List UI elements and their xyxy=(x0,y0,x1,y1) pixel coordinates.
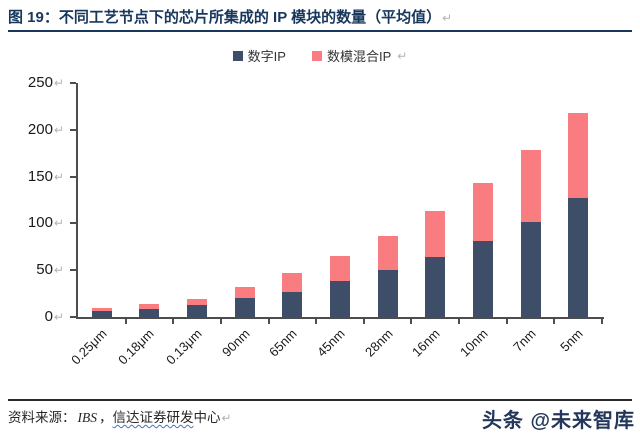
watermark-toutiao: 头条 @未来智库 xyxy=(481,410,635,432)
y-tick-label-100: 100↵ xyxy=(0,214,64,232)
legend-swatch-digital-ip xyxy=(232,50,243,61)
y-axis-line xyxy=(76,83,78,319)
bar-10nm-mixed xyxy=(472,183,493,242)
bar-28nm-mixed xyxy=(377,235,398,271)
source-note: 资料来源： IBS ，信达证券研发中心↵ xyxy=(8,406,232,426)
source-org-rest: 中心 xyxy=(193,410,221,425)
source-ibs: IBS xyxy=(77,410,98,425)
y-tick-0 xyxy=(70,316,76,318)
y-tick-value: 100 xyxy=(27,214,53,232)
footer-divider xyxy=(8,399,632,401)
bar-90nm-digital xyxy=(234,298,255,317)
x-tick-10 xyxy=(553,319,556,324)
legend-item-digital-ip: 数字IP xyxy=(232,46,286,65)
bar-0.25μm-digital xyxy=(91,311,112,317)
y-tick-value: 200 xyxy=(27,120,53,138)
bar-65nm-mixed xyxy=(282,273,303,292)
legend-label-digital-ip: 数字IP xyxy=(247,49,286,64)
y-tick-label-50: 50↵ xyxy=(0,261,64,279)
x-tick-11 xyxy=(601,319,603,324)
paragraph-mark-icon: ↵ xyxy=(397,48,408,63)
bar-0.13μm-mixed xyxy=(187,299,208,305)
bar-45nm-digital xyxy=(330,281,350,317)
y-tick-label-0: 0↵ xyxy=(0,308,64,326)
paragraph-mark-icon: ↵ xyxy=(53,169,64,184)
x-tick-1 xyxy=(124,319,127,324)
x-tick-5 xyxy=(315,319,318,324)
x-tick-7 xyxy=(410,319,413,324)
bar-28nm-digital xyxy=(377,270,398,317)
source-org-spellcheck: 信达证券研发 xyxy=(112,410,194,425)
bar-16nm-digital xyxy=(425,257,446,317)
bar-0.25μm-mixed xyxy=(91,307,112,312)
x-tick-8 xyxy=(458,319,461,324)
bar-7nm-digital xyxy=(520,221,541,317)
legend-item-mixed-signal-ip: 数模混合IP ↵ xyxy=(311,46,408,65)
source-separator: ， xyxy=(99,410,113,425)
y-tick-250 xyxy=(70,82,76,84)
bar-7nm-mixed xyxy=(520,150,541,222)
bar-0.18μm-mixed xyxy=(139,303,160,309)
bar-90nm-mixed xyxy=(234,287,255,299)
y-tick-50 xyxy=(70,269,76,272)
bar-5nm-digital xyxy=(568,198,589,317)
paragraph-mark-icon: ↵ xyxy=(53,122,64,137)
y-tick-label-200: 200↵ xyxy=(0,121,64,139)
chart-legend: 数字IP 数模混合IP ↵ xyxy=(0,46,640,65)
source-label: 资料来源： xyxy=(8,410,76,425)
x-tick-9 xyxy=(505,319,508,324)
x-axis-line xyxy=(76,317,604,319)
paragraph-mark-icon: ↵ xyxy=(53,263,64,278)
y-tick-value: 150 xyxy=(27,167,53,185)
y-tick-200 xyxy=(70,128,76,131)
y-tick-value: 0 xyxy=(44,308,53,325)
y-tick-value: 250 xyxy=(27,74,53,91)
paragraph-mark-icon: ↵ xyxy=(442,11,453,25)
bar-0.18μm-digital xyxy=(139,308,160,317)
paragraph-mark-icon: ↵ xyxy=(53,310,64,324)
x-tick-4 xyxy=(267,319,270,324)
y-tick-100 xyxy=(70,222,76,225)
bar-10nm-digital xyxy=(472,241,493,317)
paragraph-mark-icon: ↵ xyxy=(53,216,64,231)
paragraph-mark-icon: ↵ xyxy=(53,76,64,90)
figure-title: 图 19：不同工艺节点下的芯片所集成的 IP 模块的数量（平均值）↵ xyxy=(8,6,632,27)
paragraph-mark-icon: ↵ xyxy=(221,411,232,425)
x-tick-2 xyxy=(172,319,175,324)
y-tick-label-250: 250↵ xyxy=(0,74,64,92)
x-tick-3 xyxy=(219,319,222,324)
legend-label-mixed-signal-ip: 数模混合IP xyxy=(326,49,392,64)
y-tick-150 xyxy=(70,175,76,178)
bar-45nm-mixed xyxy=(330,256,350,282)
y-tick-label-150: 150↵ xyxy=(0,168,64,186)
x-tick-6 xyxy=(362,319,365,324)
figure-title-text: 图 19：不同工艺节点下的芯片所集成的 IP 模块的数量（平均值） xyxy=(8,9,442,26)
bar-0.13μm-digital xyxy=(187,304,208,317)
y-tick-value: 50 xyxy=(36,261,53,279)
title-divider xyxy=(8,30,632,32)
bar-65nm-digital xyxy=(282,291,303,317)
legend-swatch-mixed-signal-ip xyxy=(311,50,322,61)
bar-16nm-mixed xyxy=(425,211,446,258)
bar-5nm-mixed xyxy=(568,112,589,199)
